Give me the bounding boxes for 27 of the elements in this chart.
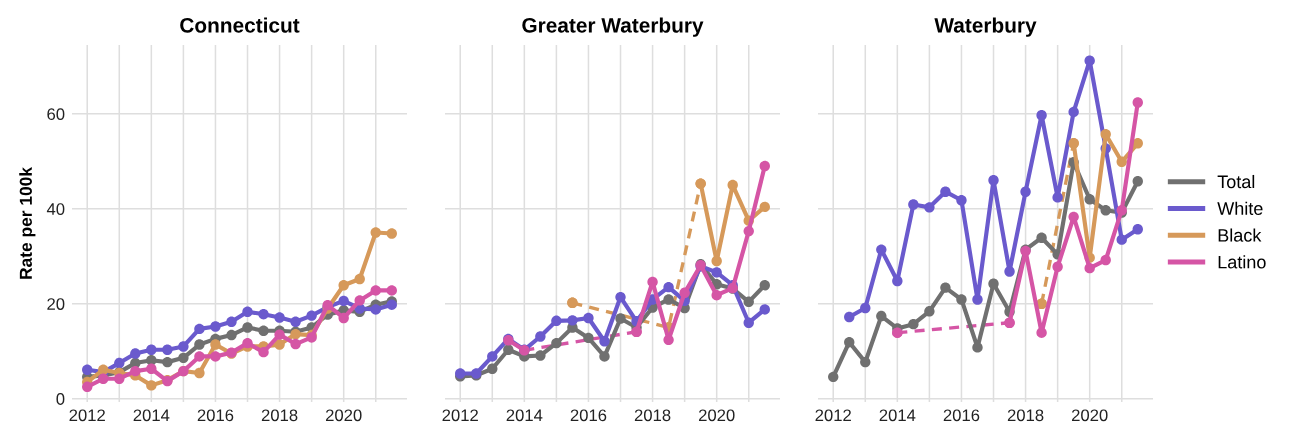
legend-label: Latino	[1218, 255, 1266, 269]
chart-title: Greater Waterbury	[522, 17, 704, 37]
x-tick-label: 2014	[133, 409, 170, 422]
x-tick-label: 2016	[197, 409, 234, 422]
x-tick-label: 2012	[815, 409, 851, 422]
x-tick-label: 2014	[879, 409, 916, 422]
legend-label: Total	[1217, 174, 1255, 189]
x-tick-label: 2012	[442, 409, 478, 422]
x-tick-label: 2018	[261, 409, 298, 422]
chart-title: Waterbury	[934, 17, 1037, 37]
y-axis-title: Rate per 100k	[19, 167, 36, 279]
legend-label: Black	[1218, 228, 1262, 242]
x-tick-label: 2020	[325, 409, 362, 422]
legend-label: White	[1217, 201, 1263, 215]
x-tick-label: 2014	[506, 409, 543, 422]
x-tick-label: 2018	[1007, 409, 1044, 422]
x-tick-label: 2020	[1071, 409, 1108, 422]
x-tick-label: 2020	[698, 409, 735, 422]
x-tick-label: 2016	[943, 409, 980, 422]
chart-title: Connecticut	[180, 17, 300, 33]
x-tick-label: 2016	[570, 409, 607, 422]
y-tick-label: 20	[47, 298, 65, 310]
y-tick-label: 60	[47, 108, 65, 121]
x-tick-label: 2012	[69, 409, 105, 422]
y-tick-label: 40	[46, 203, 65, 215]
x-tick-label: 2018	[634, 409, 671, 422]
y-tick-label: 0	[56, 393, 65, 405]
